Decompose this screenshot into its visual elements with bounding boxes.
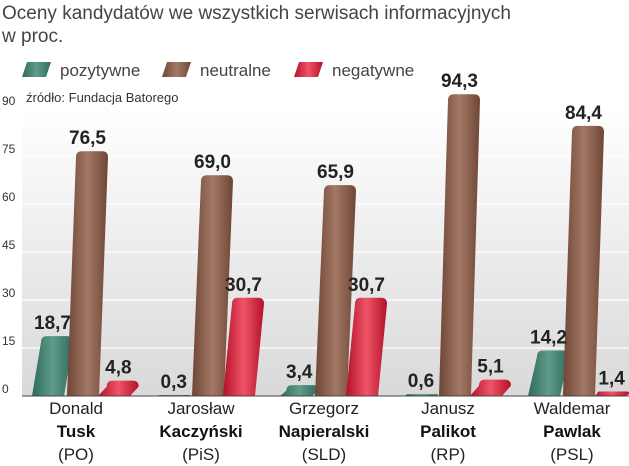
value-label: 94,3 [441,71,478,92]
bar-negatywne [594,391,629,396]
legend-item: pozytywne [22,61,140,80]
y-tick-label: 75 [2,142,16,156]
bar-pozytywne [528,350,569,396]
bar-negatywne [223,297,264,396]
legend: pozytywne neutralne negatywne [22,61,414,80]
category-last: Tusk [57,422,96,441]
value-label: 69,0 [194,152,231,173]
category-last: Napieralski [279,422,370,441]
legend-item: neutralne [162,61,271,80]
value-label: 3,4 [286,362,313,383]
category-party: (PSL) [550,445,593,464]
title-line: Oceny kandydatów we wszystkich serwisach… [2,3,511,24]
y-tick-label: 45 [2,238,16,252]
x-axis-categories: Donald Tusk (PO) Jarosław Kaczyński (PiS) Grze… [49,399,611,464]
category-last: Pawlak [543,422,601,441]
value-label: 5,1 [477,357,504,378]
category-label: Grzegorz Napieralski (SLD) [279,399,370,464]
value-labels: 18,7 0,3 3,4 0,6 14,2 76,5 69,0 65,9 94,3 84,4 4,8… [34,71,625,393]
category-party: (RP) [431,445,466,464]
value-label: 76,5 [69,128,106,149]
legend-swatch [162,62,191,77]
category-label: Janusz Palikot (RP) [420,399,476,464]
bars [32,94,629,397]
bar-neutralne [67,151,108,396]
value-label: 0,3 [161,372,187,393]
category-label: Waldemar Pawlak (PSL) [534,399,611,464]
value-label: 0,6 [408,371,434,392]
category-first: Janusz [421,399,475,418]
legend-item: negatywne [294,61,414,80]
bar-neutralne [439,94,480,397]
category-first: Donald [49,399,103,418]
legend-swatch [22,62,51,77]
category-party: (PO) [58,445,94,464]
bar-pozytywne [32,336,73,396]
legend-label: neutralne [200,61,271,80]
y-tick-label: 30 [2,286,16,300]
value-label: 65,9 [317,162,354,183]
value-label: 18,7 [34,313,71,334]
bar-neutralne [315,185,356,396]
value-label: 84,4 [565,103,602,124]
category-party: (SLD) [302,445,346,464]
category-party: (PiS) [182,445,220,464]
category-first: Waldemar [534,399,611,418]
bar-neutralne [192,175,233,396]
bar-neutralne [563,125,604,397]
category-label: Jarosław Kaczyński (PiS) [159,399,242,464]
legend-label: negatywne [332,61,414,80]
source-note: źródło: Fundacja Batorego [26,90,178,105]
y-tick-label: 90 [2,94,16,108]
bar-negatywne [346,297,387,396]
value-label: 14,2 [530,328,567,349]
bar-negatywne [98,380,139,396]
value-label: 1,4 [598,369,625,390]
y-tick-label: 60 [2,190,16,204]
y-tick-label: 15 [2,334,16,348]
category-last: Kaczyński [159,422,242,441]
value-label: 30,7 [348,275,385,296]
y-tick-label: 0 [2,382,9,396]
bar-pozytywne [280,385,319,396]
value-label: 30,7 [225,275,262,296]
legend-swatch [294,62,323,77]
bar-negatywne [470,379,511,396]
category-first: Grzegorz [289,399,359,418]
category-label: Donald Tusk (PO) [49,399,103,464]
title-line: w proc. [1,26,63,47]
category-last: Palikot [420,422,476,441]
title: Oceny kandydatów we wszystkich serwisach… [1,3,511,47]
legend-label: pozytywne [60,61,140,80]
value-label: 4,8 [105,358,131,379]
category-first: Jarosław [167,399,235,418]
y-axis-ticks: 0 15 30 45 60 75 90 [2,94,16,396]
